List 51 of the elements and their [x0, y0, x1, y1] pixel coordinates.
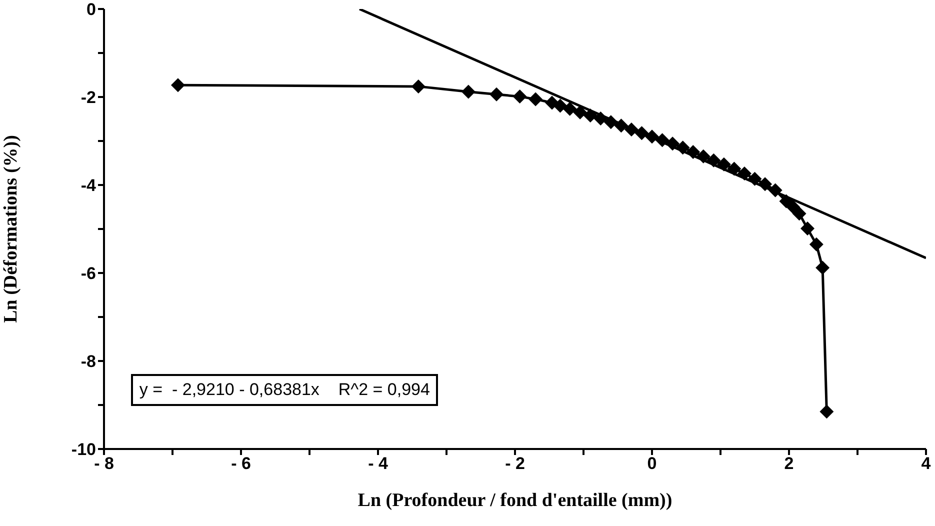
y-axis-title: Ln (Déformations (%)) — [0, 135, 22, 323]
point — [583, 108, 598, 122]
point — [645, 130, 659, 144]
point — [553, 98, 568, 113]
point — [411, 79, 426, 94]
x-tick-label: - 2 — [505, 454, 525, 474]
point — [696, 149, 710, 164]
point — [490, 87, 504, 102]
point — [809, 237, 824, 252]
y-tick-label: 0 — [86, 0, 96, 20]
y-tick-label: -4 — [80, 176, 97, 196]
point — [528, 92, 543, 106]
x-tick-label: 4 — [921, 454, 932, 474]
point — [768, 183, 782, 198]
point — [666, 136, 680, 151]
x-tick-label: 2 — [784, 454, 794, 474]
point — [655, 133, 670, 148]
x-tick-label: - 6 — [231, 454, 251, 474]
point — [800, 222, 814, 236]
point — [614, 118, 628, 133]
point — [573, 105, 588, 120]
point — [706, 153, 721, 168]
point — [779, 194, 794, 208]
x-tick-label: - 8 — [94, 454, 114, 474]
point — [512, 90, 527, 104]
point — [792, 206, 806, 221]
x-axis-title: Ln (Profondeur / fond d'entaille (mm)) — [358, 490, 672, 511]
point — [604, 115, 618, 130]
point — [727, 162, 742, 176]
y-tick-label: -10 — [71, 440, 96, 460]
y-tick-label: -8 — [80, 352, 96, 372]
point — [816, 260, 830, 275]
point — [786, 200, 800, 214]
point — [676, 140, 690, 155]
point — [624, 122, 638, 137]
point — [737, 166, 752, 181]
point — [562, 102, 577, 116]
y-tick-label: -6 — [80, 264, 96, 284]
x-tick-label: - 4 — [368, 454, 388, 474]
point — [634, 126, 649, 140]
annotation: y = - 2,9210 - 0,68381x R^2 = 0,994 — [131, 374, 438, 406]
x-tick-label: 0 — [647, 454, 657, 474]
point — [758, 177, 772, 192]
point — [716, 157, 731, 172]
point — [594, 112, 608, 126]
point — [686, 145, 700, 159]
point — [820, 404, 834, 419]
point — [748, 172, 762, 186]
point — [461, 84, 476, 99]
y-tick-label: -2 — [80, 88, 96, 108]
point — [170, 78, 185, 92]
